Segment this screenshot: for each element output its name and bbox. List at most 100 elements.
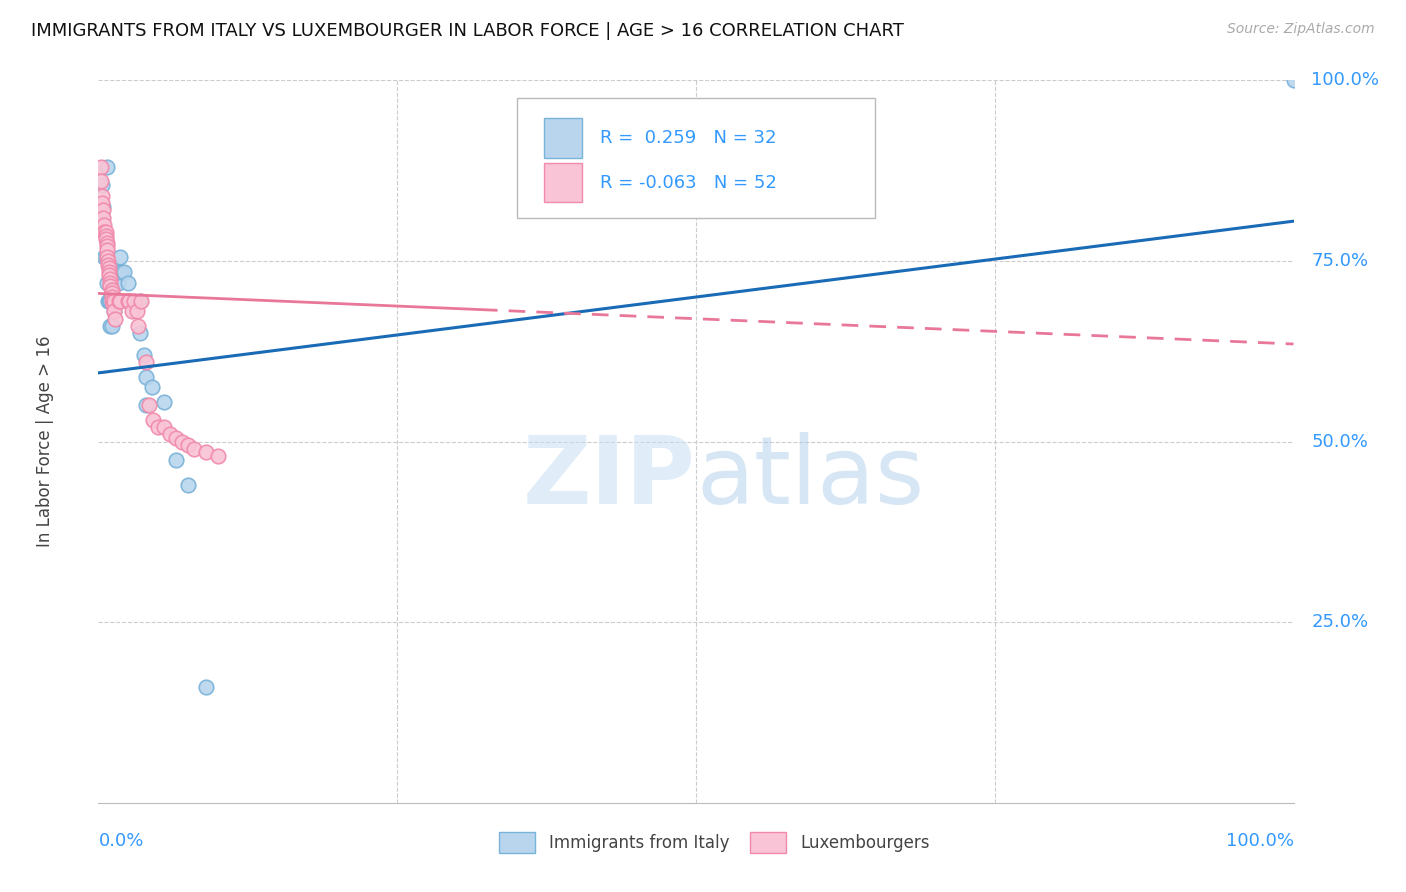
Point (98, 293, 122, 308)
Point (97, 253, 120, 268)
Point (135, 369, 157, 384)
Point (103, 304, 125, 318)
Text: Luxembourgers: Luxembourgers (800, 833, 929, 852)
Point (177, 478, 200, 492)
Point (124, 293, 146, 308)
Point (108, 250, 131, 264)
Point (91, 200, 114, 214)
Point (142, 413, 165, 427)
Point (117, 293, 139, 308)
Point (90, 160, 112, 174)
Point (104, 311, 127, 326)
Point (165, 452, 187, 467)
Point (177, 438, 200, 452)
Point (104, 293, 127, 308)
Point (1282, 73, 1305, 87)
Point (132, 348, 155, 362)
Point (91, 203, 114, 218)
Point (91, 178, 114, 192)
Point (121, 304, 143, 318)
Point (94, 228, 117, 243)
Point (117, 276, 139, 290)
Point (110, 265, 132, 279)
Point (112, 265, 135, 279)
Point (195, 445, 218, 459)
FancyBboxPatch shape (517, 98, 875, 218)
Point (129, 293, 152, 308)
Point (96, 250, 118, 264)
Point (103, 293, 125, 308)
Point (91, 189, 114, 203)
Text: 100.0%: 100.0% (1312, 71, 1379, 89)
Point (131, 293, 153, 308)
Point (100, 286, 122, 301)
Point (107, 276, 129, 290)
Point (129, 326, 152, 340)
Point (98, 261, 121, 276)
Text: Immigrants from Italy: Immigrants from Italy (548, 833, 730, 852)
Point (98, 293, 121, 308)
Text: R = -0.063   N = 52: R = -0.063 N = 52 (600, 174, 778, 192)
Point (90, 174, 112, 188)
Text: 25.0%: 25.0% (1312, 613, 1368, 632)
Point (97, 258, 120, 272)
Point (94, 232, 117, 246)
Point (183, 442, 205, 456)
Point (148, 420, 170, 434)
Point (98, 318, 122, 333)
Bar (544, 118, 582, 158)
Bar (499, 831, 534, 854)
Point (93, 250, 115, 264)
Point (96, 160, 118, 174)
Point (100, 290, 122, 304)
Text: Source: ZipAtlas.com: Source: ZipAtlas.com (1227, 22, 1375, 37)
Point (103, 304, 125, 318)
Point (127, 318, 149, 333)
Point (138, 398, 160, 412)
Point (108, 293, 131, 308)
Point (165, 431, 187, 445)
Point (100, 318, 122, 333)
Point (135, 355, 157, 369)
Point (96, 239, 118, 253)
Point (98, 276, 122, 290)
Text: ZIP: ZIP (523, 432, 696, 524)
Text: 75.0%: 75.0% (1312, 252, 1368, 270)
Text: 100.0%: 100.0% (1226, 831, 1294, 850)
Point (159, 427, 181, 442)
Text: R =  0.259   N = 32: R = 0.259 N = 32 (600, 128, 778, 147)
Point (100, 293, 122, 308)
Point (100, 283, 122, 297)
Point (141, 380, 163, 394)
Point (96, 235, 118, 250)
Point (93, 225, 115, 239)
Point (125, 304, 148, 318)
Point (172, 434, 194, 449)
Point (94, 250, 117, 264)
Point (98, 265, 121, 279)
Point (94, 225, 117, 239)
Point (207, 449, 229, 463)
Bar (749, 831, 786, 854)
Point (93, 218, 115, 232)
Point (153, 420, 176, 434)
Bar (544, 162, 582, 202)
Text: 50.0%: 50.0% (1312, 433, 1368, 450)
Point (101, 297, 124, 311)
Text: In Labor Force | Age > 16: In Labor Force | Age > 16 (35, 335, 53, 548)
Point (135, 398, 157, 412)
Point (96, 276, 118, 290)
Point (96, 243, 118, 257)
Point (91, 211, 114, 225)
Text: 0.0%: 0.0% (98, 831, 143, 850)
Point (101, 293, 124, 308)
Point (153, 394, 176, 409)
Point (91, 196, 114, 211)
Point (98, 272, 122, 286)
Point (107, 265, 129, 279)
Point (195, 680, 218, 694)
Point (118, 293, 141, 308)
Point (98, 279, 122, 293)
Point (107, 293, 129, 308)
Point (98, 268, 121, 283)
